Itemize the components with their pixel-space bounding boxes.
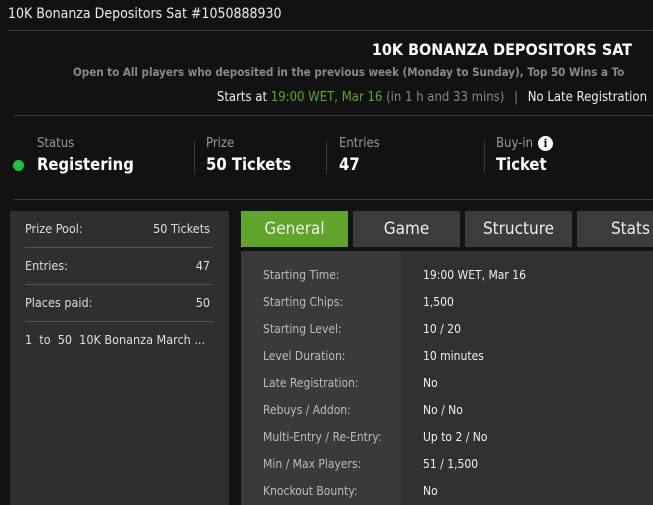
buyin-value: Ticket <box>496 155 547 174</box>
general-label: Level Duration: <box>263 349 346 363</box>
general-values-panel <box>401 251 653 505</box>
tab-stats[interactable]: Stats <box>577 211 653 247</box>
general-label: Multi-Entry / Re-Entry: <box>263 430 382 444</box>
divider <box>8 30 653 31</box>
general-value: 19:00 WET, Mar 16 <box>423 268 527 282</box>
general-value: 51 / 1,500 <box>423 457 479 471</box>
general-value: 10 / 20 <box>423 322 461 336</box>
start-info: Starts at 19:00 WET, Mar 16 (in 1 h and … <box>217 90 647 105</box>
prize-pool-value: 50 Tickets <box>153 221 210 236</box>
entries-value: 47 <box>339 155 360 174</box>
buyin-label: Buy-in <box>496 136 534 151</box>
entries-value: 47 <box>195 258 210 273</box>
divider <box>194 140 195 174</box>
tournament-title: 10K BONANZA DEPOSITORS SAT <box>371 40 632 59</box>
separator: | <box>514 90 519 105</box>
places-label: Places paid: <box>25 295 93 310</box>
divider <box>13 199 653 200</box>
tab-game[interactable]: Game <box>353 211 460 247</box>
status-dot-icon <box>13 160 24 171</box>
places-value: 50 <box>195 295 210 310</box>
divider <box>484 140 485 174</box>
general-value: Up to 2 / No <box>423 430 488 444</box>
general-label: Knockout Bounty: <box>263 484 358 498</box>
general-labels-panel <box>241 251 401 505</box>
tab-structure[interactable]: Structure <box>465 211 572 247</box>
tournament-description: Open to All players who deposited in the… <box>73 65 625 79</box>
entries-label: Entries: <box>25 258 68 273</box>
general-value: 10 minutes <box>423 349 484 363</box>
general-label: Late Registration: <box>263 376 359 390</box>
general-value: No / No <box>423 403 463 417</box>
entries-label: Entries <box>339 136 380 151</box>
general-label: Starting Chips: <box>263 295 343 309</box>
tab-general[interactable]: General <box>241 211 348 247</box>
payout-row: 1 to 50 10K Bonanza March ... <box>25 332 206 347</box>
late-registration-info: No Late Registration <box>527 90 647 105</box>
prize-pool-label: Prize Pool: <box>25 221 83 236</box>
general-label: Rebuys / Addon: <box>263 403 351 417</box>
general-label: Starting Time: <box>263 268 340 282</box>
general-label: Starting Level: <box>263 322 342 336</box>
general-label: Min / Max Players: <box>263 457 362 471</box>
window-title: 10K Bonanza Depositors Sat #1050888930 <box>8 6 282 22</box>
entries-row: Entries: 47 <box>25 248 213 285</box>
countdown: (in 1 h and 33 mins) <box>386 90 505 105</box>
general-value: No <box>423 484 438 498</box>
places-row: Places paid: 50 <box>25 285 213 322</box>
prize-label: Prize <box>206 136 235 151</box>
start-time: 19:00 WET, Mar 16 <box>270 90 383 105</box>
starts-prefix: Starts at <box>216 90 268 105</box>
general-value: No <box>423 376 438 390</box>
summary-panel: Prize Pool: 50 Tickets Entries: 47 Places … <box>10 211 229 505</box>
status-label: Status <box>37 136 75 151</box>
info-icon[interactable]: i <box>538 136 553 151</box>
status-value: Registering <box>37 155 134 174</box>
prize-value: 50 Tickets <box>206 155 292 174</box>
prize-pool-row: Prize Pool: 50 Tickets <box>25 211 213 248</box>
divider <box>13 115 653 116</box>
general-value: 1,500 <box>423 295 454 309</box>
divider <box>326 140 327 174</box>
